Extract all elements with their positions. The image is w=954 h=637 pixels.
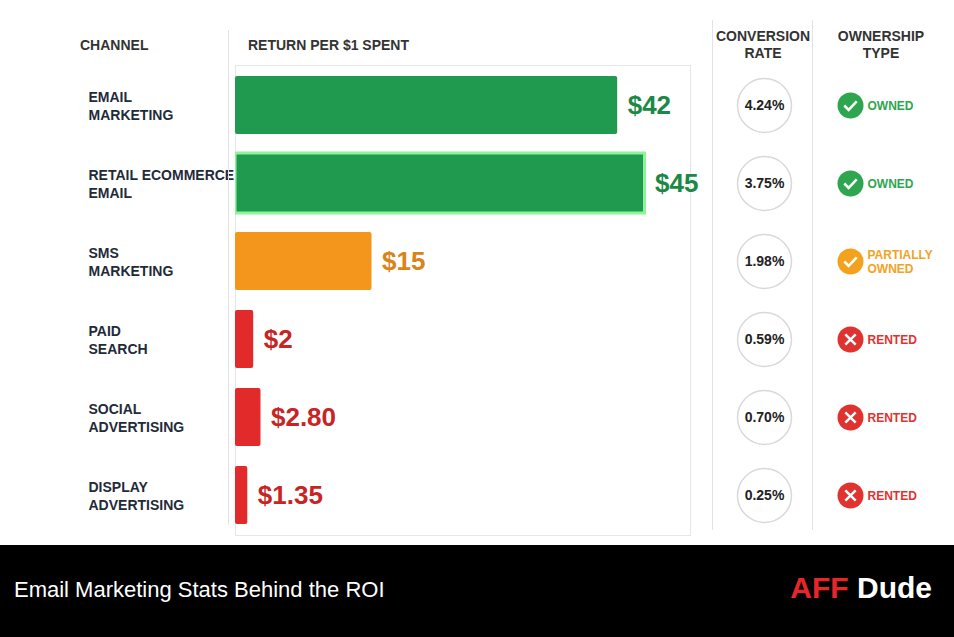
svg-text:OWNED: OWNED bbox=[868, 99, 914, 113]
svg-text:DISPLAYADVERTISING: DISPLAYADVERTISING bbox=[89, 479, 185, 512]
svg-text:3.75%: 3.75% bbox=[745, 175, 785, 191]
svg-text:OWNED: OWNED bbox=[868, 177, 914, 191]
svg-text:RENTED: RENTED bbox=[868, 411, 918, 425]
svg-text:$2: $2 bbox=[264, 324, 293, 354]
html-text:AFF Dude: AFF Dude bbox=[790, 571, 932, 604]
svg-text:$15: $15 bbox=[382, 246, 425, 276]
svg-text:$2.80: $2.80 bbox=[271, 402, 336, 432]
svg-text:RENTED: RENTED bbox=[868, 489, 918, 503]
html-text:Email Marketing Stats Behind t: Email Marketing Stats Behind the ROI bbox=[14, 577, 385, 602]
svg-text:$42: $42 bbox=[628, 90, 671, 120]
html-text:OWNERSHIP TYPE: OWNERSHIP TYPE bbox=[837, 28, 925, 61]
svg-text:0.59%: 0.59% bbox=[745, 331, 785, 347]
html-text:CONVERSION RATE: CONVERSION RATE bbox=[715, 28, 811, 61]
svg-text:$45: $45 bbox=[655, 168, 698, 198]
svg-text:EMAILMARKETING: EMAILMARKETING bbox=[89, 89, 174, 123]
svg-text:PAIDSEARCH: PAIDSEARCH bbox=[89, 323, 148, 357]
svg-text:4.24%: 4.24% bbox=[745, 97, 785, 113]
html-text:CHANNEL: CHANNEL bbox=[80, 37, 149, 53]
svg-text:SOCIALADVERTISING: SOCIALADVERTISING bbox=[89, 401, 185, 435]
svg-text:0.70%: 0.70% bbox=[745, 409, 785, 425]
svg-text:PARTIALLYOWNED: PARTIALLYOWNED bbox=[868, 248, 933, 276]
svg-text:$1.35: $1.35 bbox=[258, 480, 323, 510]
html-text:RETURN PER $1 SPENT: RETURN PER $1 SPENT bbox=[248, 37, 409, 53]
svg-text:RENTED: RENTED bbox=[868, 333, 918, 347]
svg-text:RETAIL ECOMMERCEEMAIL: RETAIL ECOMMERCEEMAIL bbox=[89, 167, 235, 201]
svg-text:0.25%: 0.25% bbox=[745, 487, 785, 503]
svg-text:1.98%: 1.98% bbox=[745, 253, 785, 269]
svg-text:SMSMARKETING: SMSMARKETING bbox=[89, 245, 174, 279]
